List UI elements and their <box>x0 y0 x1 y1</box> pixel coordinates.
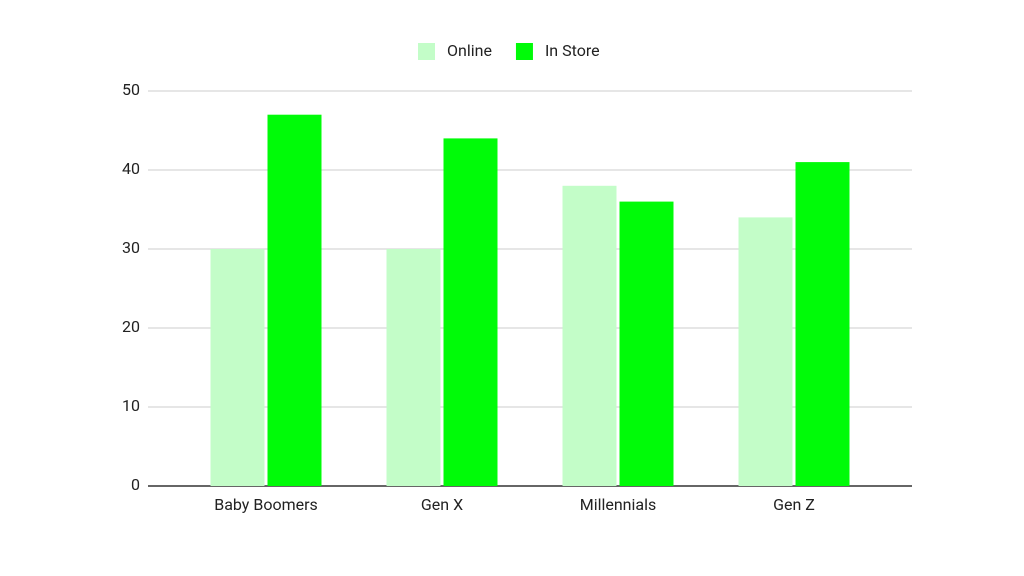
legend-swatch <box>418 43 435 60</box>
bar <box>562 185 617 487</box>
legend-label: Online <box>447 41 492 60</box>
x-tick-label: Gen Z <box>773 495 815 514</box>
bar <box>795 162 850 486</box>
x-tick-label: Gen X <box>421 495 463 514</box>
bar <box>386 249 441 486</box>
bar <box>210 249 265 486</box>
y-tick-label: 10 <box>122 396 140 415</box>
y-tick-label: 30 <box>122 238 140 257</box>
y-tick-label: 0 <box>131 475 140 494</box>
x-tick-label: Baby Boomers <box>214 495 318 514</box>
y-tick-label: 50 <box>122 80 140 99</box>
bar <box>619 201 674 486</box>
bar <box>443 138 498 486</box>
y-tick-label: 20 <box>122 317 140 336</box>
bar <box>738 217 793 486</box>
y-tick-label: 40 <box>122 159 140 178</box>
x-tick-label: Millennials <box>580 495 657 514</box>
bar <box>267 114 322 486</box>
legend-swatch <box>515 43 533 60</box>
legend-label: In Store <box>545 41 600 60</box>
